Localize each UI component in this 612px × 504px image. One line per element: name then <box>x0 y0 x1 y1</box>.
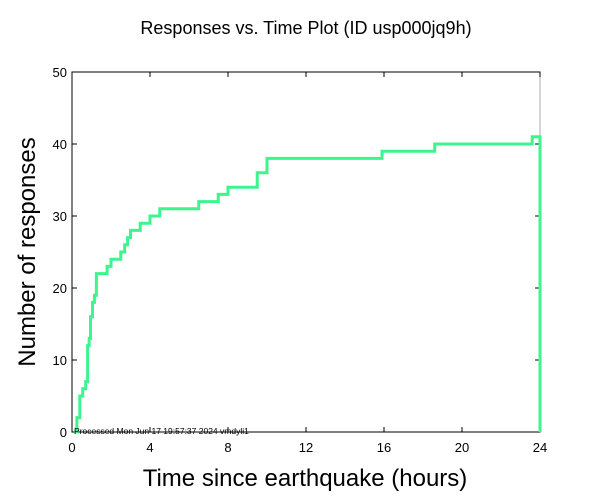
x-tick-label: 4 <box>146 440 153 455</box>
x-tick-label: 8 <box>224 440 231 455</box>
y-axis-label: Number of responses <box>14 137 41 366</box>
x-axis-ticks: 0 4 8 12 16 20 24 <box>68 72 547 455</box>
y-tick-label: 0 <box>60 425 67 440</box>
plot-border <box>71 71 541 433</box>
x-tick-label: 0 <box>68 440 75 455</box>
x-tick-label: 12 <box>299 440 313 455</box>
y-axis-ticks: 0 10 20 30 40 50 <box>53 65 540 440</box>
chart-title: Responses vs. Time Plot (ID usp000jq9h) <box>140 18 471 38</box>
y-tick-label: 30 <box>53 209 67 224</box>
processed-note: Processed Mon Jun 17 19:57:37 2024 vmdyl… <box>74 426 249 436</box>
series-line <box>73 135 542 434</box>
x-tick-label: 20 <box>455 440 469 455</box>
x-tick-label: 24 <box>533 440 547 455</box>
x-tick-label: 16 <box>377 440 391 455</box>
y-tick-label: 50 <box>53 65 67 80</box>
y-tick-label: 10 <box>53 353 67 368</box>
x-axis-label: Time since earthquake (hours) <box>143 465 468 492</box>
y-tick-label: 40 <box>53 137 67 152</box>
plot-frame <box>71 71 541 433</box>
series-group <box>73 135 542 434</box>
y-tick-label: 20 <box>53 281 67 296</box>
